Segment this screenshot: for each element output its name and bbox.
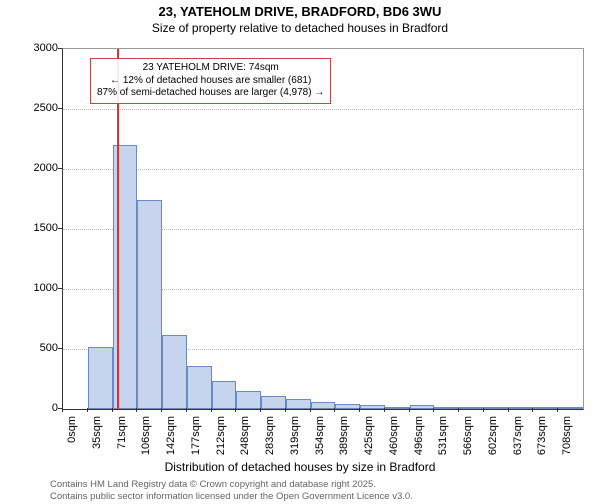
x-tick (458, 408, 459, 412)
y-tick-label: 2000 (18, 162, 58, 174)
x-tick (384, 408, 385, 412)
footer-line-1: Contains HM Land Registry data © Crown c… (50, 479, 413, 490)
histogram-bar (533, 407, 558, 409)
x-tick (62, 408, 63, 412)
y-tick (58, 228, 62, 229)
histogram-bar (187, 366, 212, 409)
x-tick (186, 408, 187, 412)
x-tick (161, 408, 162, 412)
x-tick-label: 354sqm (314, 416, 326, 466)
x-tick (235, 408, 236, 412)
histogram-bar (236, 391, 261, 409)
footer-text: Contains HM Land Registry data © Crown c… (50, 479, 413, 502)
x-tick-label: 637sqm (512, 416, 524, 466)
y-tick (58, 168, 62, 169)
y-tick (58, 288, 62, 289)
histogram-bar (360, 405, 385, 409)
histogram-bar (311, 402, 336, 409)
x-tick-label: 177sqm (190, 416, 202, 466)
chart-subtitle: Size of property relative to detached ho… (0, 21, 600, 35)
x-axis-label: Distribution of detached houses by size … (0, 460, 600, 474)
x-tick-label: 106sqm (140, 416, 152, 466)
x-tick (260, 408, 261, 412)
x-tick-label: 71sqm (116, 416, 128, 466)
x-tick-label: 602sqm (487, 416, 499, 466)
histogram-bar (162, 335, 187, 409)
x-tick (508, 408, 509, 412)
x-tick (87, 408, 88, 412)
x-tick-label: 283sqm (264, 416, 276, 466)
chart-title: 23, YATEHOLM DRIVE, BRADFORD, BD6 3WU (0, 4, 600, 19)
x-tick-label: 248sqm (239, 416, 251, 466)
histogram-bar (286, 399, 311, 409)
histogram-bar (335, 404, 360, 409)
x-tick (409, 408, 410, 412)
x-tick (211, 408, 212, 412)
annotation-line-1: 23 YATEHOLM DRIVE: 74sqm (97, 62, 324, 75)
x-tick (112, 408, 113, 412)
x-tick-label: 460sqm (388, 416, 400, 466)
x-tick (334, 408, 335, 412)
x-tick-label: 0sqm (66, 416, 78, 466)
histogram-bar (385, 407, 410, 409)
x-tick-label: 212sqm (215, 416, 227, 466)
histogram-bar (484, 407, 509, 409)
y-tick-label: 0 (18, 402, 58, 414)
histogram-bar (137, 200, 162, 409)
annotation-box: 23 YATEHOLM DRIVE: 74sqm ← 12% of detach… (90, 58, 331, 104)
x-tick-label: 496sqm (413, 416, 425, 466)
gridline (63, 109, 583, 110)
gridline (63, 169, 583, 170)
y-tick-label: 1000 (18, 282, 58, 294)
y-tick (58, 48, 62, 49)
x-tick-label: 142sqm (165, 416, 177, 466)
x-tick-label: 319sqm (289, 416, 301, 466)
footer-line-2: Contains public sector information licen… (50, 491, 413, 502)
histogram-bar (459, 407, 484, 409)
x-tick (557, 408, 558, 412)
y-tick-label: 3000 (18, 42, 58, 54)
x-tick (136, 408, 137, 412)
x-tick-label: 35sqm (91, 416, 103, 466)
histogram-bar (558, 407, 583, 409)
x-tick-label: 389sqm (338, 416, 350, 466)
histogram-bar (261, 396, 286, 409)
y-tick (58, 348, 62, 349)
histogram-bar (509, 407, 534, 409)
x-tick (310, 408, 311, 412)
histogram-bar (212, 381, 237, 409)
x-tick-label: 531sqm (437, 416, 449, 466)
y-tick-label: 2500 (18, 102, 58, 114)
y-tick (58, 108, 62, 109)
annotation-line-2: ← 12% of detached houses are smaller (68… (97, 75, 324, 88)
x-tick (359, 408, 360, 412)
histogram-bar (434, 407, 459, 409)
x-tick-label: 708sqm (561, 416, 573, 466)
x-tick-label: 425sqm (363, 416, 375, 466)
x-tick-label: 673sqm (536, 416, 548, 466)
x-tick (285, 408, 286, 412)
x-tick (433, 408, 434, 412)
histogram-bar (88, 347, 113, 409)
x-tick (532, 408, 533, 412)
x-tick (483, 408, 484, 412)
x-tick-label: 566sqm (462, 416, 474, 466)
y-tick-label: 500 (18, 342, 58, 354)
chart-container: 23, YATEHOLM DRIVE, BRADFORD, BD6 3WU Si… (0, 4, 600, 504)
histogram-bar (410, 405, 435, 409)
annotation-line-3: 87% of semi-detached houses are larger (… (97, 87, 324, 100)
y-tick-label: 1500 (18, 222, 58, 234)
